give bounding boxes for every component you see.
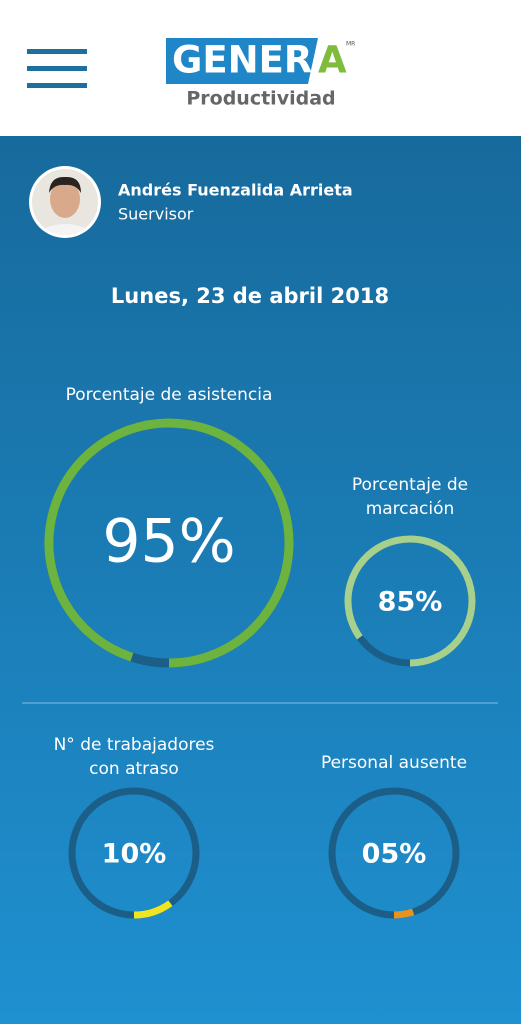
profile-role: Suervisor	[118, 205, 194, 224]
gauge-title: Porcentaje de	[352, 475, 468, 495]
gauge-title: marcación	[366, 499, 455, 519]
logo: GENER A MR Productividad	[166, 38, 355, 110]
gauge-title: Porcentaje de asistencia	[66, 385, 273, 405]
logo-mark: MR	[346, 41, 355, 48]
gauge-label: 95%	[102, 507, 235, 577]
content-bg	[0, 136, 521, 1024]
date: Lunes, 23 de abril 2018	[111, 284, 389, 308]
avatar-face	[50, 180, 80, 218]
menu-bar	[27, 49, 87, 54]
menu-button[interactable]	[27, 49, 87, 88]
menu-bar	[27, 66, 87, 71]
gauge-label: 85%	[378, 587, 443, 618]
profile-name: Andrés Fuenzalida Arrieta	[118, 181, 353, 200]
avatar	[29, 166, 101, 238]
gauge-arc	[133, 900, 173, 919]
gauge-label: 10%	[102, 839, 167, 870]
logo-subtitle: Productividad	[186, 88, 335, 110]
logo-brand: GENER	[172, 39, 312, 82]
avatar-hair	[49, 176, 81, 193]
gauge-arc	[344, 535, 476, 667]
gauge-arc	[393, 908, 415, 919]
gauge-label: 05%	[362, 839, 427, 870]
logo-accent: A	[318, 39, 347, 82]
gauge-arc	[44, 418, 294, 668]
gauge-title: con atraso	[89, 759, 179, 779]
gauge-title: N° de trabajadores	[54, 735, 215, 755]
logo-cut	[308, 38, 344, 84]
menu-bar	[27, 83, 87, 88]
gauge-title: Personal ausente	[321, 753, 467, 773]
